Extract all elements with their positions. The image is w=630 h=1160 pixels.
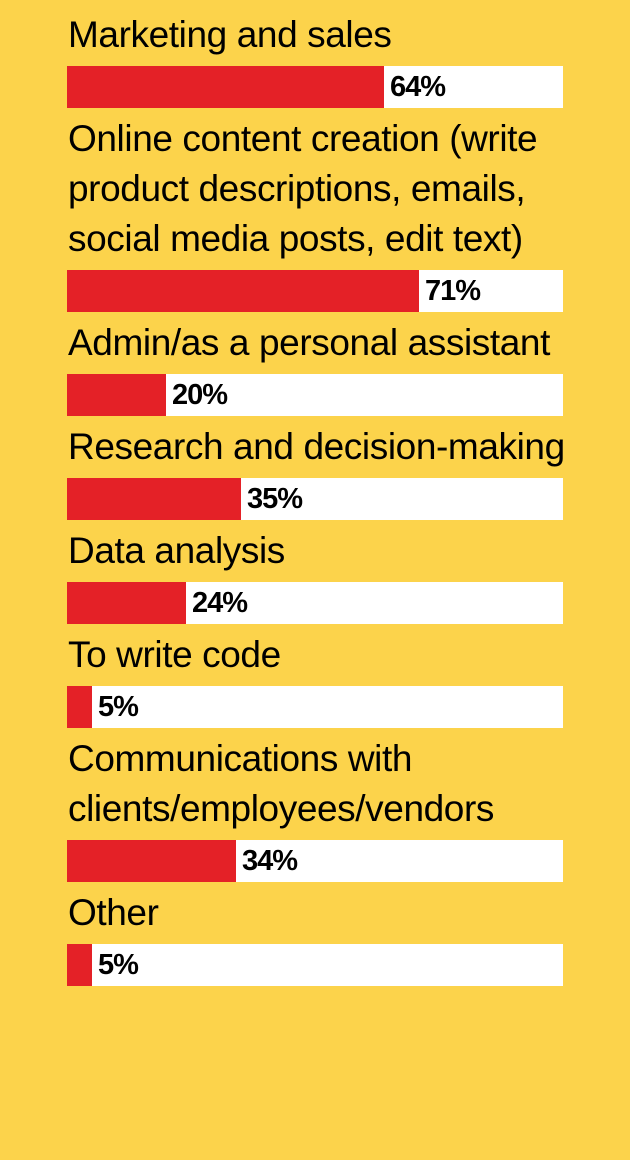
category-label-line: Admin/as a personal assistant bbox=[68, 322, 550, 363]
bar bbox=[67, 66, 384, 108]
category-label-line: clients/employees/vendors bbox=[68, 788, 494, 829]
category-label: Data analysis bbox=[68, 526, 623, 576]
category-label-line: Data analysis bbox=[68, 530, 285, 571]
category-label-line: To write code bbox=[68, 634, 281, 675]
bar-track: 35% bbox=[67, 478, 563, 520]
bar-value-label: 34% bbox=[242, 845, 298, 877]
bar-value-label: 35% bbox=[247, 483, 303, 515]
category-label: Admin/as a personal assistant bbox=[68, 318, 623, 368]
bar bbox=[67, 270, 419, 312]
bar-value-label: 20% bbox=[172, 379, 228, 411]
bar-value-label: 24% bbox=[192, 587, 248, 619]
category-label-line: Communications with bbox=[68, 738, 413, 779]
bar-track: 5% bbox=[67, 944, 563, 986]
bar bbox=[67, 582, 186, 624]
category-label: Communications with clients/employees/ven… bbox=[68, 734, 623, 834]
category-label: Other bbox=[68, 888, 623, 938]
category-label-line: Other bbox=[68, 892, 159, 933]
bar bbox=[67, 686, 92, 728]
bar-value-label: 5% bbox=[98, 949, 139, 981]
bar bbox=[67, 840, 236, 882]
bar bbox=[67, 478, 241, 520]
bar-value-label: 64% bbox=[390, 71, 446, 103]
category-label-line: Online content creation (write bbox=[68, 118, 538, 159]
bar bbox=[67, 374, 166, 416]
category-label-line: Marketing and sales bbox=[68, 14, 392, 55]
bar-track: 5% bbox=[67, 686, 563, 728]
bar-value-label: 5% bbox=[98, 691, 139, 723]
category-label-line: Research and decision-making bbox=[68, 426, 565, 467]
category-label: Research and decision-making bbox=[68, 422, 623, 472]
bar-track: 20% bbox=[67, 374, 563, 416]
bar-track: 64% bbox=[67, 66, 563, 108]
category-label: Marketing and sales bbox=[68, 10, 623, 60]
category-label-line: product descriptions, emails, bbox=[68, 168, 526, 209]
category-label: To write code bbox=[68, 630, 623, 680]
bar-track: 24% bbox=[67, 582, 563, 624]
bar-track: 34% bbox=[67, 840, 563, 882]
category-label-line: social media posts, edit text) bbox=[68, 218, 523, 259]
bar bbox=[67, 944, 92, 986]
bar-track: 71% bbox=[67, 270, 563, 312]
category-label: Online content creation (write product de… bbox=[68, 114, 623, 264]
bar-value-label: 71% bbox=[425, 275, 481, 307]
